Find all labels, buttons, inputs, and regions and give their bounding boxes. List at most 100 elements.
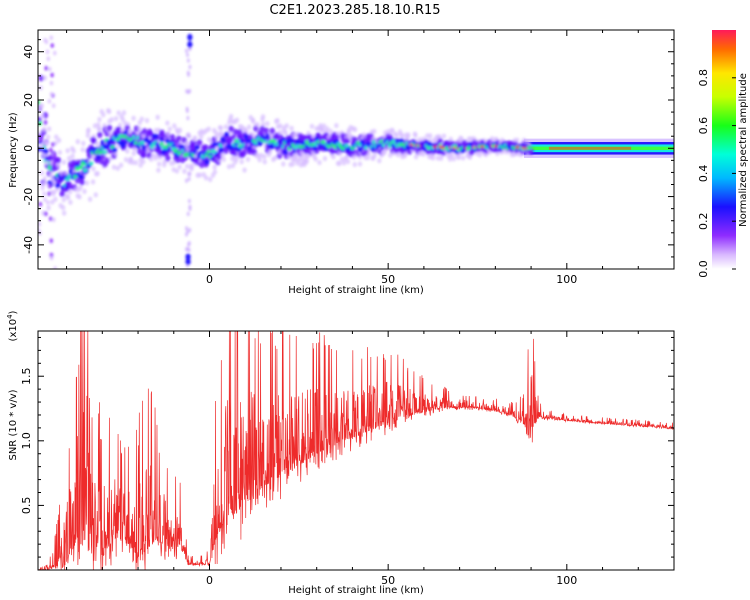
spectrum-blob-faint: [220, 152, 226, 158]
spectrum-blob-faint: [304, 159, 309, 165]
spectrum-blob-faint: [203, 175, 209, 181]
spectrogram-ytick-label: 40: [22, 45, 35, 59]
colorbar-tick-label: 0.2: [697, 212, 710, 230]
spectrum-blob-faint: [144, 117, 150, 124]
spectrum-blob-core: [526, 145, 532, 150]
spectrum-edge-noise: [52, 160, 56, 166]
spectrum-blob-faint: [130, 159, 135, 166]
spectrum-blob-faint: [242, 167, 247, 173]
spectrum-blob-faint: [331, 154, 336, 160]
spectrum-blob-faint: [177, 127, 183, 133]
spectrum-blobs: [38, 33, 534, 269]
spectrum-blob-faint: [57, 149, 63, 156]
spectrum-blob-halo: [228, 125, 234, 132]
spectrum-streak: [188, 46, 192, 52]
spectrum-blob-faint: [226, 164, 232, 170]
spectrogram-xlabel: Height of straight line (km): [288, 285, 424, 296]
spectrum-blob-faint: [167, 126, 173, 132]
spectrum-edge-noise: [38, 106, 41, 111]
colorbar-tick-label: 0.0: [697, 260, 710, 278]
spectrum-blob-blue: [153, 133, 159, 139]
spectrum-blob-core: [236, 139, 241, 144]
spectrum-blob-faint: [54, 134, 59, 140]
spectrum-streak: [187, 176, 191, 182]
spectrum-blob-faint: [284, 123, 289, 129]
spectrum-edge-noise: [38, 137, 43, 143]
spectrogram-ticks: 0 50 100 40 20 0 -20 -40: [22, 30, 675, 286]
spectrogram-xtick-label: 100: [556, 273, 577, 286]
spectrum-blob-halo: [91, 137, 97, 144]
spectrum-edge-noise: [49, 255, 54, 261]
spectrogram-ytick-label: 0: [22, 145, 35, 152]
spectrum-blob-faint: [121, 110, 127, 116]
spectrum-streak: [186, 58, 190, 63]
spectrum-blob-faint: [405, 134, 410, 140]
spectrum-blob-blue: [112, 147, 118, 153]
spectrum-blob-halo: [38, 74, 44, 82]
spectrum-blob-faint: [245, 156, 251, 162]
spectrum-blob-faint: [337, 150, 343, 156]
snr-series-line: [38, 331, 674, 570]
snr-xtick-label: 0: [206, 574, 213, 587]
colorbar-gradient: [712, 30, 736, 269]
spectrum-blob-halo: [165, 154, 171, 162]
spectrum-blob-blue: [257, 140, 263, 147]
spectrum-blob-faint: [430, 155, 436, 161]
spectrum-blob-faint: [267, 148, 273, 155]
spectrum-blob-halo: [96, 131, 103, 139]
spectrum-blob-halo: [159, 129, 165, 136]
snr-xlabel: Height of straight line (km): [288, 585, 424, 596]
spectrum-edge-noise: [45, 49, 50, 55]
spectrum-blob-faint: [221, 156, 227, 162]
spectrum-blob-faint: [56, 137, 62, 143]
spectrum-blob-faint: [177, 164, 182, 170]
spectrum-edge-noise: [46, 56, 51, 62]
spectrum-blob-faint: [39, 170, 45, 176]
spectrum-blob-faint: [80, 147, 85, 153]
spectrum-edge-noise: [50, 43, 55, 48]
spectrogram-ytick-label: -20: [22, 188, 35, 206]
spectrum-blob-core: [67, 174, 72, 179]
spectrum-blob-faint: [189, 165, 194, 172]
spectrum-edge-noise: [44, 65, 49, 71]
spectrum-blob-faint: [324, 126, 330, 132]
spectrum-blob-halo: [106, 124, 113, 132]
spectrogram-plot: 0 50 100 40 20 0 -20 -40 Height of straight lin…: [8, 29, 675, 296]
spectrum-blob-faint: [182, 168, 187, 174]
spectrogram-ytick-label: -40: [22, 236, 35, 254]
spectrum-streak: [186, 52, 190, 58]
spectrum-blob-faint: [317, 159, 322, 166]
spectrum-blob-faint: [95, 141, 100, 147]
spectrum-blob-faint: [243, 127, 248, 133]
spectrum-streak: [184, 140, 188, 145]
spectrum-blob-faint: [318, 122, 323, 129]
spectrum-blob-faint: [67, 189, 73, 195]
spectrum-blob-faint: [101, 112, 106, 118]
spectrum-edge-noise: [42, 191, 47, 197]
colorbar-tick-label: 0.6: [697, 117, 710, 135]
spectrum-blob-faint: [117, 122, 123, 128]
spectrum-blob-faint: [281, 161, 286, 167]
spectrum-blob-blue: [243, 134, 249, 140]
spectrum-blob-faint: [460, 155, 466, 161]
snr-xtick-label: 50: [381, 574, 395, 587]
spectrum-streak: [187, 198, 191, 204]
spectrum-blob-faint: [223, 124, 229, 130]
spectrum-blob-faint: [230, 163, 236, 169]
spectrum-streak: [188, 206, 192, 212]
spectrum-blob-faint: [228, 113, 234, 119]
spectrum-blob-faint: [90, 179, 96, 185]
spectrum-blob-faint: [174, 168, 180, 174]
spectrum-blob-halo: [136, 148, 143, 155]
spectrum-blob-faint: [120, 116, 126, 123]
spectrum-edge-noise: [50, 72, 54, 78]
snr-ytick-label: 1.0: [20, 432, 33, 450]
spectrum-edge-noise: [49, 80, 54, 86]
spectrum-blob-faint: [96, 126, 102, 132]
spectrum-streak: [186, 211, 190, 217]
spectrum-blob-halo: [38, 116, 42, 123]
spectrum-blob-faint: [207, 176, 213, 183]
spectrum-streak: [185, 226, 189, 231]
spectrum-blob-halo: [230, 134, 237, 141]
spectrum-blob-faint: [421, 151, 426, 157]
